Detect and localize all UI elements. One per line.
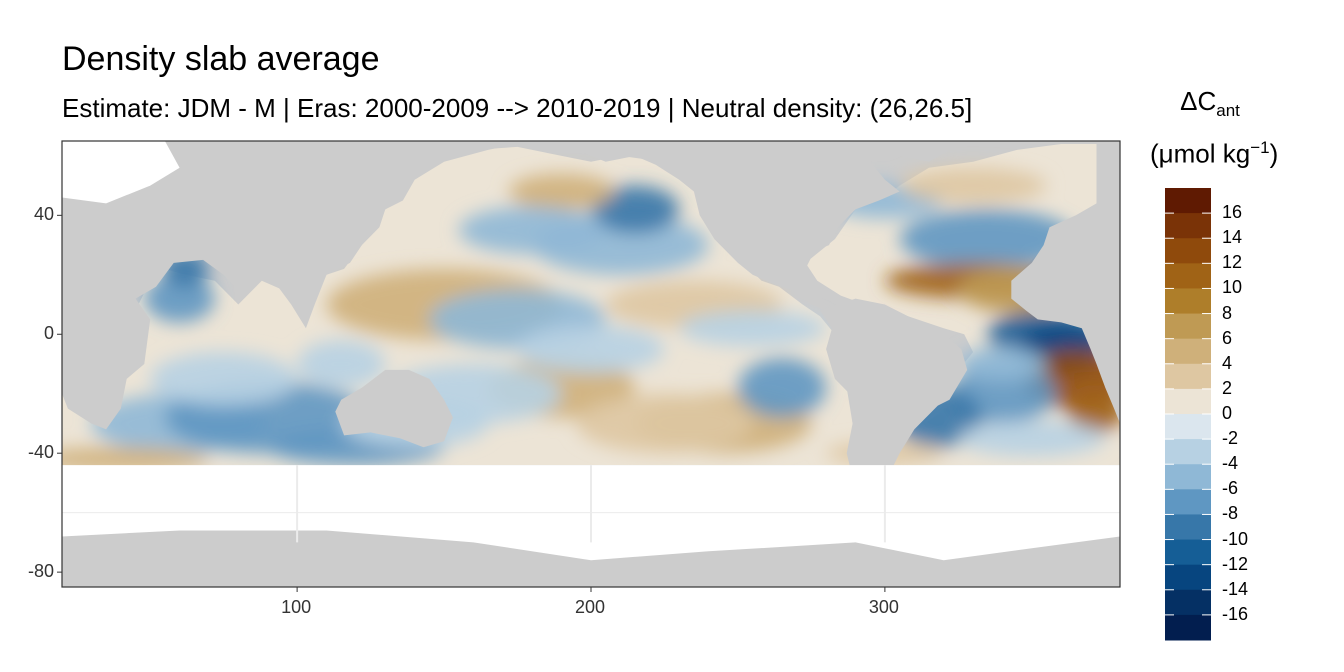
colorbar-swatch — [1165, 338, 1211, 365]
colorbar-tick-label: 10 — [1222, 277, 1243, 298]
land-antarctica — [62, 530, 1120, 587]
land-north-america — [576, 141, 900, 311]
field-patch — [899, 167, 1047, 204]
land-greenland — [884, 141, 974, 162]
colorbar-tick-label: -10 — [1222, 528, 1249, 549]
colorbar-tick-label: 4 — [1222, 352, 1233, 373]
field-patch — [150, 352, 298, 406]
land-masses — [62, 141, 1120, 587]
colorbar-swatch — [1165, 514, 1211, 541]
colorbar-swatch — [1165, 414, 1211, 440]
no-data-northwest — [62, 141, 180, 204]
colorbar-swatch — [1165, 614, 1211, 641]
land-europe-africa — [1011, 141, 1120, 424]
y-tick-label: 40 — [33, 204, 54, 225]
x-tick-label: 100 — [281, 597, 312, 617]
field-patch — [1067, 384, 1120, 433]
land-south-america — [820, 298, 968, 498]
colorbar-swatch — [1165, 539, 1211, 566]
y-tick-label: -80 — [27, 561, 54, 582]
field-patch — [62, 447, 209, 472]
colorbar-swatch — [1165, 188, 1211, 214]
colorbar — [1165, 188, 1211, 641]
colorbar-tick-label: 2 — [1222, 377, 1233, 398]
field-patch — [958, 346, 1047, 382]
colorbar-swatch — [1165, 489, 1211, 515]
y-tick-label: 0 — [43, 323, 54, 344]
field-patch — [297, 340, 386, 388]
x-tick-label: 300 — [868, 597, 899, 617]
legend-units-prefix: (μmol kg — [1150, 138, 1251, 169]
x-tick-label: 200 — [575, 597, 606, 617]
legend-units-suffix: ) — [1269, 138, 1279, 169]
colorbar-swatch — [1165, 213, 1211, 239]
field-patch — [899, 209, 1076, 269]
gridlines — [62, 465, 1120, 543]
colorbar-swatch — [1165, 288, 1211, 315]
colorbar-swatch — [1165, 564, 1211, 591]
colorbar-swatch — [1165, 363, 1211, 390]
legend-title: ΔCant — [1160, 86, 1260, 121]
field-patch — [958, 420, 1106, 457]
axes — [57, 214, 886, 592]
colorbar-tick-label: 6 — [1222, 327, 1233, 348]
colorbar-swatch — [1165, 263, 1211, 289]
field-patch — [737, 358, 827, 418]
land-australia — [335, 369, 453, 448]
field-patch — [576, 393, 753, 454]
colorbar-tick-label: -16 — [1222, 603, 1249, 624]
legend-symbol: ΔC — [1180, 86, 1217, 116]
colorbar-swatch — [1165, 464, 1211, 490]
colorbar-tick-label: 0 — [1222, 403, 1233, 423]
legend-units-exponent: −1 — [1250, 138, 1270, 157]
field-patches — [62, 167, 1120, 472]
colorbar-tick-label: 16 — [1222, 202, 1243, 223]
legend-subscript: ant — [1216, 101, 1240, 121]
colorbar-swatch — [1165, 388, 1211, 415]
chart-title: Density slab average — [62, 40, 380, 78]
field-patch — [508, 173, 615, 210]
colorbar-swatch — [1165, 313, 1211, 340]
colorbar-swatch — [1165, 439, 1211, 465]
chart-subtitle: Estimate: JDM - M | Eras: 2000-2009 --> … — [62, 93, 973, 123]
map-panel — [62, 141, 1120, 587]
field-patch — [458, 206, 606, 254]
colorbar-tick-label: 14 — [1222, 227, 1243, 248]
field-patch — [679, 310, 827, 347]
colorbar-tick-label: 12 — [1222, 252, 1243, 273]
colorbar-tick-label: -4 — [1222, 453, 1239, 474]
field-patch — [517, 325, 665, 373]
land-africa-asia — [62, 141, 533, 430]
colorbar-tick-label: -12 — [1222, 553, 1249, 574]
colorbar-swatch — [1165, 238, 1211, 264]
y-tick-label: -40 — [27, 442, 54, 463]
legend-units: (μmol kg−1) — [1150, 138, 1330, 170]
colorbar-swatch — [1165, 589, 1211, 616]
colorbar-tick-label: -6 — [1222, 478, 1239, 499]
field-patch — [144, 274, 215, 323]
southern-band — [62, 459, 1120, 466]
colorbar-tick-label: -8 — [1222, 503, 1239, 524]
colorbar-tick-label: 8 — [1222, 302, 1233, 323]
colorbar-tick-label: -2 — [1222, 428, 1239, 449]
colorbar-tick-label: -14 — [1222, 578, 1249, 599]
field-patch — [591, 185, 680, 234]
